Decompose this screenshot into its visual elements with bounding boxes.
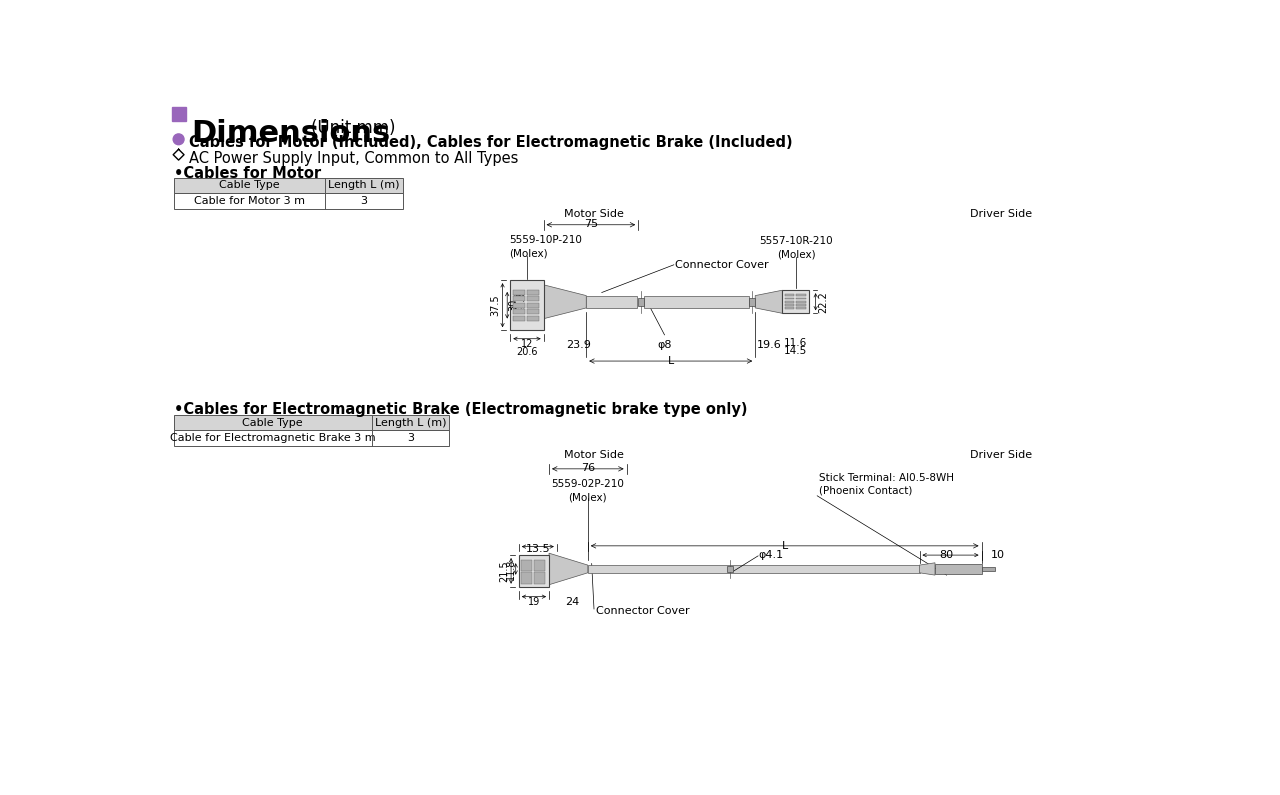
- Bar: [785, 308, 795, 309]
- Text: L: L: [668, 356, 673, 366]
- Text: 19: 19: [527, 597, 540, 607]
- Bar: [174, 430, 449, 446]
- Bar: [796, 301, 805, 303]
- Bar: [796, 294, 805, 297]
- Text: Cable for Motor 3 m: Cable for Motor 3 m: [195, 196, 305, 206]
- Text: φ8: φ8: [657, 340, 672, 351]
- Polygon shape: [755, 290, 782, 313]
- Bar: [534, 572, 545, 584]
- Text: 76: 76: [581, 463, 595, 474]
- Text: 3: 3: [407, 433, 413, 443]
- Text: L: L: [782, 541, 787, 551]
- Bar: [527, 289, 539, 295]
- Circle shape: [173, 134, 184, 145]
- Text: 80: 80: [940, 550, 954, 560]
- Text: 11.6: 11.6: [785, 338, 808, 348]
- Text: 22.2: 22.2: [818, 291, 828, 312]
- Text: 5557-10R-210
(Molex): 5557-10R-210 (Molex): [759, 236, 833, 259]
- Bar: [527, 316, 539, 320]
- Text: 10: 10: [991, 550, 1005, 560]
- Text: 20.6: 20.6: [516, 347, 538, 357]
- Bar: [521, 572, 532, 584]
- Text: Length L (m): Length L (m): [375, 417, 445, 428]
- Text: (Unit mm): (Unit mm): [311, 119, 396, 138]
- Bar: [796, 304, 805, 306]
- Text: 13.5: 13.5: [526, 544, 550, 553]
- Bar: [934, 564, 982, 573]
- Text: Cable Type: Cable Type: [242, 417, 303, 428]
- Polygon shape: [644, 296, 749, 308]
- Text: •Cables for Electromagnetic Brake (Electromagnetic brake type only): •Cables for Electromagnetic Brake (Elect…: [174, 401, 748, 417]
- Bar: [785, 297, 795, 300]
- Text: Motor Side: Motor Side: [564, 450, 623, 460]
- Text: 37.5: 37.5: [490, 294, 500, 316]
- Bar: [785, 294, 795, 297]
- Bar: [982, 567, 996, 572]
- Text: 24: 24: [566, 597, 580, 607]
- Bar: [174, 193, 403, 208]
- Text: Cable Type: Cable Type: [219, 180, 280, 191]
- Bar: [174, 178, 403, 193]
- Text: Dimensions: Dimensions: [191, 119, 390, 149]
- Text: Driver Side: Driver Side: [970, 450, 1032, 460]
- Bar: [174, 415, 449, 430]
- Bar: [527, 309, 539, 314]
- Text: 19.6: 19.6: [756, 340, 781, 351]
- Bar: [511, 280, 544, 330]
- Bar: [639, 298, 644, 305]
- Text: Motor Side: Motor Side: [564, 209, 623, 219]
- Bar: [513, 289, 525, 295]
- Bar: [782, 290, 809, 313]
- Text: •Cables for Motor: •Cables for Motor: [174, 166, 321, 181]
- Text: φ4.1: φ4.1: [758, 549, 783, 560]
- Text: Cables for Motor (Included), Cables for Electromagnetic Brake (Included): Cables for Motor (Included), Cables for …: [189, 135, 794, 150]
- Text: Driver Side: Driver Side: [970, 209, 1032, 219]
- Bar: [785, 304, 795, 306]
- Text: 5559-10P-210
(Molex): 5559-10P-210 (Molex): [508, 235, 581, 258]
- Bar: [727, 566, 733, 572]
- Bar: [749, 298, 755, 305]
- Bar: [796, 308, 805, 309]
- Polygon shape: [919, 563, 934, 575]
- Text: 23.9: 23.9: [566, 340, 591, 351]
- Text: 5559-02P-210
(Molex): 5559-02P-210 (Molex): [552, 479, 625, 502]
- Bar: [518, 555, 549, 587]
- Bar: [785, 301, 795, 303]
- Text: 30: 30: [508, 299, 518, 312]
- Text: 11.8: 11.8: [506, 558, 516, 580]
- Text: 14.5: 14.5: [785, 346, 808, 355]
- Text: 75: 75: [584, 219, 598, 230]
- Bar: [513, 303, 525, 308]
- Text: Connector Cover: Connector Cover: [595, 607, 689, 616]
- Text: Length L (m): Length L (m): [328, 180, 399, 191]
- Text: Connector Cover: Connector Cover: [676, 260, 769, 270]
- Bar: [513, 316, 525, 320]
- Polygon shape: [544, 285, 586, 319]
- Text: AC Power Supply Input, Common to All Types: AC Power Supply Input, Common to All Typ…: [189, 151, 518, 166]
- Bar: [513, 309, 525, 314]
- Bar: [172, 107, 186, 121]
- Polygon shape: [588, 565, 919, 573]
- Text: 3: 3: [361, 196, 367, 206]
- Text: 24.3: 24.3: [517, 291, 526, 312]
- Bar: [527, 297, 539, 301]
- Polygon shape: [586, 296, 636, 308]
- Bar: [527, 303, 539, 308]
- Polygon shape: [549, 553, 588, 585]
- Bar: [534, 560, 545, 571]
- Text: Cable for Electromagnetic Brake 3 m: Cable for Electromagnetic Brake 3 m: [170, 433, 375, 443]
- Text: Stick Terminal: AI0.5-8WH
(Phoenix Contact): Stick Terminal: AI0.5-8WH (Phoenix Conta…: [819, 473, 954, 496]
- Bar: [513, 297, 525, 301]
- Bar: [521, 560, 532, 571]
- Bar: [796, 297, 805, 300]
- Text: 12: 12: [521, 339, 534, 350]
- Text: 21.5: 21.5: [499, 560, 509, 582]
